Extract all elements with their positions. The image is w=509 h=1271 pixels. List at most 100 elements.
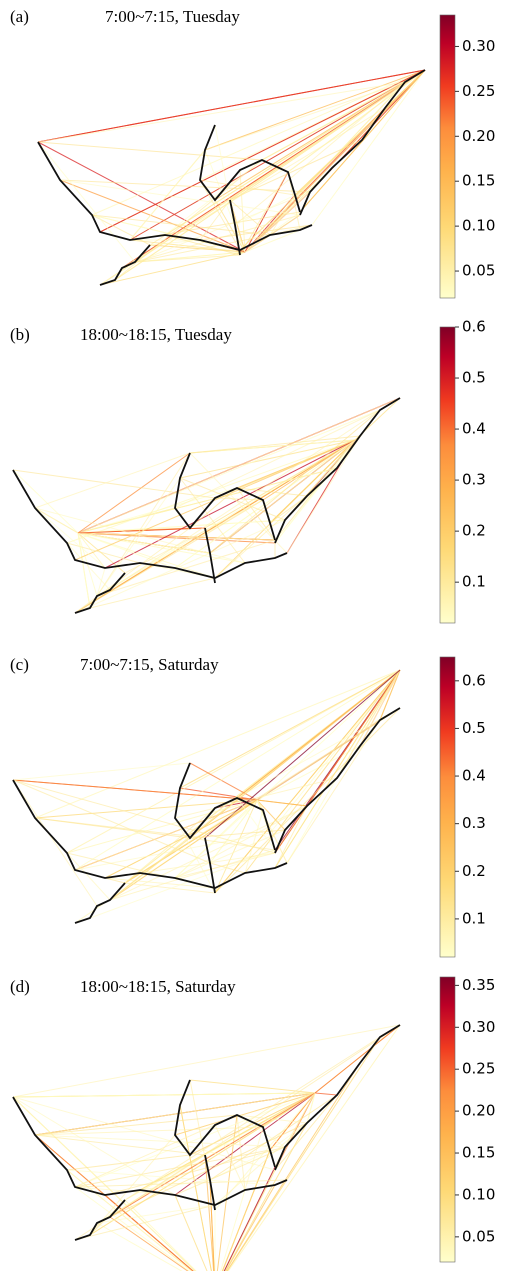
panel: (c) 7:00~7:15, Saturday 0.1 0.2 0.3 0.4 0.5 0.6 bbox=[10, 655, 486, 958]
rail-line bbox=[174, 762, 276, 851]
flow-line bbox=[74, 519, 286, 614]
flow-line bbox=[96, 1204, 216, 1224]
flow-line bbox=[287, 171, 301, 231]
flow-line bbox=[77, 532, 106, 569]
flow-line bbox=[269, 669, 401, 834]
flow-line bbox=[189, 487, 238, 529]
flow-line bbox=[174, 1092, 316, 1196]
flow-line bbox=[77, 467, 338, 534]
flow-line bbox=[34, 817, 206, 839]
colorbar-tick-label: 0.6 bbox=[462, 318, 486, 336]
rail-line bbox=[174, 1079, 276, 1168]
flow-line bbox=[179, 787, 258, 801]
flow-line bbox=[124, 807, 216, 884]
flow-line bbox=[96, 1222, 183, 1271]
flow-line bbox=[179, 1104, 212, 1271]
rail-line bbox=[12, 469, 288, 579]
colorbar-tick-label: 0.1 bbox=[462, 909, 486, 927]
flow-line bbox=[74, 1186, 191, 1271]
flow-line bbox=[209, 862, 246, 874]
flow-line bbox=[34, 799, 258, 819]
flow-line bbox=[34, 507, 106, 569]
flow-line bbox=[12, 779, 211, 864]
flow-line bbox=[274, 435, 361, 544]
flow-line bbox=[256, 799, 264, 811]
flow-line bbox=[214, 707, 401, 894]
flow-line bbox=[227, 1024, 401, 1271]
flow-line bbox=[311, 69, 426, 226]
flow-line bbox=[96, 452, 191, 597]
rail-line bbox=[74, 882, 126, 924]
flow-line bbox=[129, 239, 246, 253]
flow-line bbox=[124, 719, 381, 884]
flow-line bbox=[59, 179, 301, 216]
flow-line bbox=[37, 81, 406, 143]
flow-line bbox=[74, 1114, 238, 1188]
flow-line bbox=[77, 527, 206, 534]
panel-title: 18:00~18:15, Tuesday bbox=[80, 325, 232, 344]
colorbar bbox=[439, 976, 456, 1263]
flow-line bbox=[12, 469, 79, 534]
flow-line bbox=[204, 81, 406, 151]
flow-line bbox=[109, 799, 258, 901]
flow-line bbox=[77, 519, 286, 534]
colorbar-tick-label: 0.5 bbox=[462, 719, 486, 737]
network-map bbox=[12, 1024, 401, 1271]
flow-line bbox=[269, 1122, 308, 1151]
rail-line bbox=[274, 707, 401, 854]
flow-line bbox=[74, 527, 191, 614]
flow-line bbox=[74, 499, 264, 614]
colorbar-tick-label: 0.15 bbox=[462, 1144, 495, 1162]
flow-line bbox=[74, 669, 401, 871]
flow-line bbox=[199, 179, 296, 196]
flow-line bbox=[314, 1024, 401, 1094]
rail-line bbox=[174, 452, 276, 541]
flow-line bbox=[134, 234, 271, 263]
flow-line bbox=[274, 669, 401, 869]
flow-line bbox=[209, 439, 356, 554]
flow-line bbox=[12, 469, 216, 499]
flow-line bbox=[66, 669, 401, 854]
colorbar-tick-label: 0.20 bbox=[462, 127, 495, 145]
flow-line bbox=[34, 1134, 286, 1148]
flow-line bbox=[89, 577, 216, 609]
flow-line bbox=[66, 1154, 191, 1171]
flow-line bbox=[134, 254, 241, 263]
flow-line bbox=[139, 1179, 211, 1191]
flow-line bbox=[124, 1036, 381, 1201]
flow-line bbox=[174, 1092, 316, 1136]
flow-line bbox=[77, 532, 91, 609]
rail-line bbox=[12, 779, 288, 889]
flow-line bbox=[77, 532, 211, 554]
flow-line bbox=[209, 1094, 338, 1181]
flow-line bbox=[12, 779, 276, 854]
flow-line bbox=[174, 409, 381, 509]
network-map bbox=[12, 669, 401, 924]
flow-line bbox=[104, 877, 126, 884]
colorbar-tick-label: 0.05 bbox=[462, 262, 495, 280]
flow-line bbox=[37, 141, 263, 161]
flow-line bbox=[104, 1194, 194, 1271]
flow-line bbox=[99, 69, 426, 286]
colorbar-tick-label: 0.10 bbox=[462, 217, 495, 235]
flow-line bbox=[77, 532, 98, 597]
rail-line bbox=[37, 141, 313, 251]
flow-line bbox=[34, 1134, 194, 1271]
flow-line bbox=[12, 762, 191, 781]
flow-line bbox=[236, 797, 276, 851]
flow-line bbox=[74, 439, 356, 561]
flow-line bbox=[189, 837, 276, 851]
flow-line bbox=[221, 1149, 271, 1271]
flow-line bbox=[189, 452, 288, 554]
colorbar bbox=[439, 14, 456, 299]
rail-line bbox=[204, 1154, 216, 1211]
rail-line bbox=[74, 572, 126, 614]
panel-label: (c) bbox=[10, 655, 29, 674]
flow-line bbox=[244, 1126, 264, 1191]
flow-line bbox=[96, 539, 276, 597]
flow-line bbox=[244, 229, 301, 253]
flow-line bbox=[359, 669, 401, 747]
rail-line bbox=[204, 837, 216, 894]
flow-line bbox=[124, 1199, 197, 1271]
colorbar-tick-label: 0.20 bbox=[462, 1102, 495, 1120]
